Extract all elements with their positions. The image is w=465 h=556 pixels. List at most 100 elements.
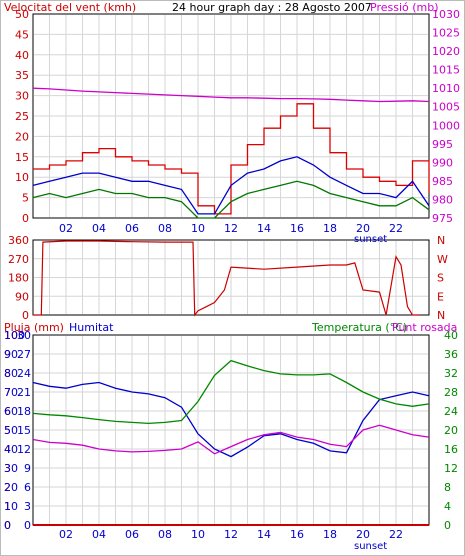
rain-tick-label: 4 <box>4 443 11 456</box>
humidity-inner-tick-label: 6 <box>24 481 31 494</box>
humidity-tick-label: 70 <box>4 386 18 399</box>
humidity-tick-label: 60 <box>4 405 18 418</box>
temperature-tick-label: 40 <box>444 329 458 342</box>
wind-tick-label: 35 <box>15 69 29 82</box>
chart-title: 24 hour graph day : 28 Agosto 2007 <box>172 1 372 14</box>
hour-tick-label: 22 <box>389 528 403 541</box>
pressure-tick-label: 1015 <box>432 64 460 77</box>
hour-tick-label: 02 <box>59 222 73 235</box>
temperature-axis-label: Temperatura (°C) <box>311 321 407 334</box>
rain-tick-label: 7 <box>4 386 11 399</box>
humidity-axis-label: Humitat <box>69 321 114 334</box>
temperature-tick-label: 16 <box>444 443 458 456</box>
hour-tick-label: 10 <box>191 222 205 235</box>
temperature-tick-label: 0 <box>444 519 451 532</box>
rain-tick-label: 9 <box>4 348 11 361</box>
pressure-axis-label: Pressió (mb) <box>370 1 439 14</box>
temperature-tick-label: 20 <box>444 424 458 437</box>
data-series <box>32 87 430 526</box>
sunset-label-top: sunset <box>354 234 387 245</box>
humidity-tick-label: 80 <box>4 367 18 380</box>
humidity-inner-tick-label: 0 <box>24 519 31 532</box>
wind-minimum-series <box>32 180 430 219</box>
compass-tick-label: E <box>437 290 444 303</box>
hour-tick-label: 18 <box>323 528 337 541</box>
humidity-tick-label: 10 <box>4 500 18 513</box>
temperature-tick-label: 36 <box>444 348 458 361</box>
temperature-tick-label: 24 <box>444 405 458 418</box>
pressure-tick-label: 990 <box>432 156 453 169</box>
hour-tick-label: 10 <box>191 528 205 541</box>
rain-tick-label: 2 <box>4 481 11 494</box>
pressure-tick-label: 1000 <box>432 119 460 132</box>
humidity-inner-tick-label: 27 <box>17 348 31 361</box>
rain-tick-label: 3 <box>4 462 11 475</box>
wind-tick-label: 40 <box>15 49 29 62</box>
hour-tick-label: 08 <box>158 528 172 541</box>
humidity-tick-label: 50 <box>4 424 18 437</box>
compass-tick-label: N <box>437 234 445 247</box>
rain-tick-label: 5 <box>4 424 11 437</box>
humidity-inner-tick-label: 15 <box>17 424 31 437</box>
wind-tick-label: 20 <box>15 130 29 143</box>
direction-tick-label: 0 <box>22 309 29 322</box>
hour-tick-label: 18 <box>323 222 337 235</box>
wind-tick-label: 15 <box>15 151 29 164</box>
dewpoint-series <box>32 424 430 455</box>
temperature-tick-label: 32 <box>444 367 458 380</box>
hour-tick-label: 20 <box>356 528 370 541</box>
temperature-tick-label: 4 <box>444 500 451 513</box>
compass-tick-label: S <box>437 272 444 285</box>
pressure-tick-label: 1025 <box>432 27 460 40</box>
hour-tick-label: 06 <box>125 222 139 235</box>
wind-axis-label: Velocitat del vent (kmh) <box>4 1 136 14</box>
humidity-inner-tick-label: 18 <box>17 405 31 418</box>
pressure-tick-label: 985 <box>432 175 453 188</box>
direction-tick-label: 270 <box>8 253 29 266</box>
rain-tick-label: 8 <box>4 367 11 380</box>
wind-tick-label: 10 <box>15 171 29 184</box>
wind-tick-label: 25 <box>15 110 29 123</box>
wind-direction-series <box>33 240 420 317</box>
hour-tick-label: 16 <box>290 222 304 235</box>
compass-tick-label: W <box>437 253 448 266</box>
hour-tick-label: 08 <box>158 222 172 235</box>
pressure-tick-label: 1005 <box>432 101 460 114</box>
pressure-tick-label: 980 <box>432 193 453 206</box>
humidity-inner-tick-label: 12 <box>17 443 31 456</box>
temperature-tick-label: 28 <box>444 386 458 399</box>
hour-tick-label: 20 <box>356 222 370 235</box>
hour-tick-label: 04 <box>92 222 106 235</box>
rain-tick-label: 0 <box>4 519 11 532</box>
hour-tick-label: 14 <box>257 528 271 541</box>
humidity-tick-label: 20 <box>4 481 18 494</box>
humidity-inner-tick-label: 24 <box>17 367 31 380</box>
hour-tick-label: 06 <box>125 528 139 541</box>
pressure-series <box>32 87 430 103</box>
wind-tick-label: 0 <box>22 212 29 225</box>
pressure-tick-label: 975 <box>432 212 453 225</box>
humidity-tick-label: 100 <box>4 329 25 342</box>
humidity-tick-label: 90 <box>4 348 18 361</box>
hour-tick-label: 04 <box>92 528 106 541</box>
humidity-inner-tick-label: 9 <box>24 462 31 475</box>
humidity-tick-label: 40 <box>4 443 18 456</box>
compass-tick-label: N <box>437 309 445 322</box>
pressure-tick-label: 995 <box>432 138 453 151</box>
humidity-inner-tick-label: 3 <box>24 500 31 513</box>
direction-tick-label: 90 <box>15 290 29 303</box>
humidity-inner-tick-label: 21 <box>17 386 31 399</box>
axis-tick-labels: 0510152025303540455097598098599099510001… <box>4 8 460 541</box>
rain-tick-label: 6 <box>4 405 11 418</box>
wind-tick-label: 30 <box>15 90 29 103</box>
rain-tick-label: 10 <box>4 329 18 342</box>
rain-axis-label: Pluja (mm) <box>4 321 64 334</box>
temperature-series <box>32 359 430 425</box>
hour-tick-label: 12 <box>224 528 238 541</box>
direction-tick-label: 360 <box>8 234 29 247</box>
hour-tick-label: 02 <box>59 528 73 541</box>
wind-average-series <box>32 156 430 215</box>
pressure-tick-label: 1020 <box>432 45 460 58</box>
